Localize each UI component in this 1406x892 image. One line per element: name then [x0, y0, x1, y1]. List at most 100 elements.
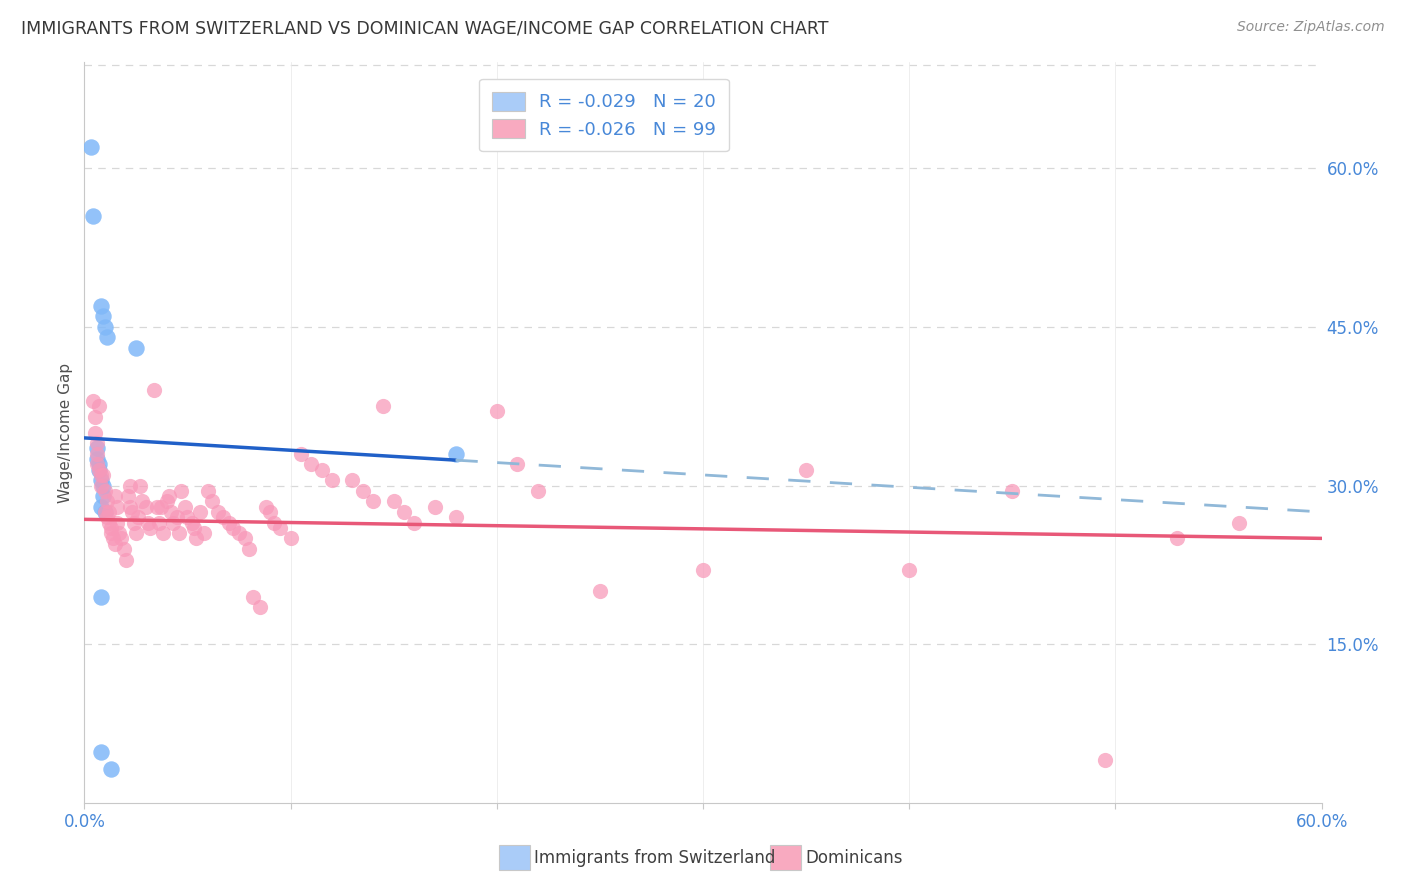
Point [86, 436, 108, 450]
Text: Immigrants from Switzerland: Immigrants from Switzerland [534, 849, 776, 867]
Point [692, 563, 714, 577]
Point [485, 404, 508, 418]
Point [167, 526, 190, 541]
Point [160, 505, 183, 519]
Point [96, 510, 118, 524]
Point [222, 521, 245, 535]
Point [170, 483, 193, 498]
Point [506, 458, 529, 472]
Point [207, 505, 229, 519]
Point [136, 516, 159, 530]
Point [152, 526, 174, 541]
Point [83, 425, 105, 440]
Point [193, 526, 215, 541]
Point [254, 500, 277, 514]
Point [105, 516, 128, 530]
Point [156, 494, 179, 508]
Point [131, 494, 153, 508]
Point [91, 478, 114, 492]
Point [157, 489, 180, 503]
Point [86, 452, 108, 467]
Point [342, 473, 364, 487]
Point [898, 563, 921, 577]
Point [117, 489, 139, 503]
Point [118, 500, 141, 514]
Point [794, 462, 817, 476]
Point [129, 478, 152, 492]
Point [249, 600, 271, 615]
Point [197, 483, 219, 498]
Point [166, 510, 188, 524]
Point [90, 590, 112, 604]
Point [90, 478, 112, 492]
Point [91, 467, 114, 482]
Point [148, 516, 170, 530]
Point [94, 505, 117, 519]
Point [112, 541, 135, 556]
Point [211, 510, 233, 524]
Point [125, 341, 148, 355]
Point [104, 536, 127, 550]
Point [100, 521, 122, 535]
Point [311, 462, 333, 476]
Point [135, 500, 157, 514]
Point [105, 500, 128, 514]
Point [125, 526, 148, 541]
Point [201, 494, 224, 508]
Point [299, 458, 322, 472]
Point [176, 510, 198, 524]
Point [218, 516, 240, 530]
Point [83, 409, 105, 424]
Point [174, 500, 197, 514]
Point [139, 521, 162, 535]
Point [90, 299, 112, 313]
Point [86, 447, 108, 461]
Point [280, 532, 302, 546]
Point [228, 526, 250, 541]
Point [382, 494, 405, 508]
Point [404, 516, 426, 530]
Point [118, 478, 141, 492]
Point [96, 494, 118, 508]
Point [90, 467, 112, 482]
Point [86, 458, 108, 472]
Point [238, 541, 260, 556]
Point [110, 532, 132, 546]
Point [290, 447, 312, 461]
Point [321, 473, 343, 487]
Legend: R = -0.029   N = 20, R = -0.026   N = 99: R = -0.029 N = 20, R = -0.026 N = 99 [479, 78, 728, 151]
Point [90, 745, 112, 759]
Point [352, 483, 374, 498]
Point [104, 489, 127, 503]
Point [188, 505, 211, 519]
Point [183, 521, 205, 535]
Point [108, 526, 131, 541]
Point [180, 516, 202, 530]
Point [103, 532, 125, 546]
Point [263, 516, 285, 530]
Point [143, 384, 166, 398]
Point [100, 526, 122, 541]
Point [1166, 532, 1188, 546]
Y-axis label: Wage/Income Gap: Wage/Income Gap [58, 362, 73, 503]
Point [114, 552, 136, 566]
Point [121, 505, 143, 519]
Point [423, 500, 446, 514]
Point [242, 590, 264, 604]
Point [90, 500, 112, 514]
Point [259, 505, 281, 519]
Point [96, 330, 118, 344]
Point [127, 510, 149, 524]
Point [82, 209, 104, 223]
Point [79, 140, 101, 154]
Point [444, 510, 467, 524]
Point [149, 500, 172, 514]
Point [100, 762, 122, 776]
Point [90, 473, 112, 487]
Point [87, 399, 110, 413]
Point [392, 505, 415, 519]
Point [162, 516, 184, 530]
Point [82, 393, 104, 408]
Text: IMMIGRANTS FROM SWITZERLAND VS DOMINICAN WAGE/INCOME GAP CORRELATION CHART: IMMIGRANTS FROM SWITZERLAND VS DOMINICAN… [21, 20, 828, 37]
Point [444, 447, 467, 461]
